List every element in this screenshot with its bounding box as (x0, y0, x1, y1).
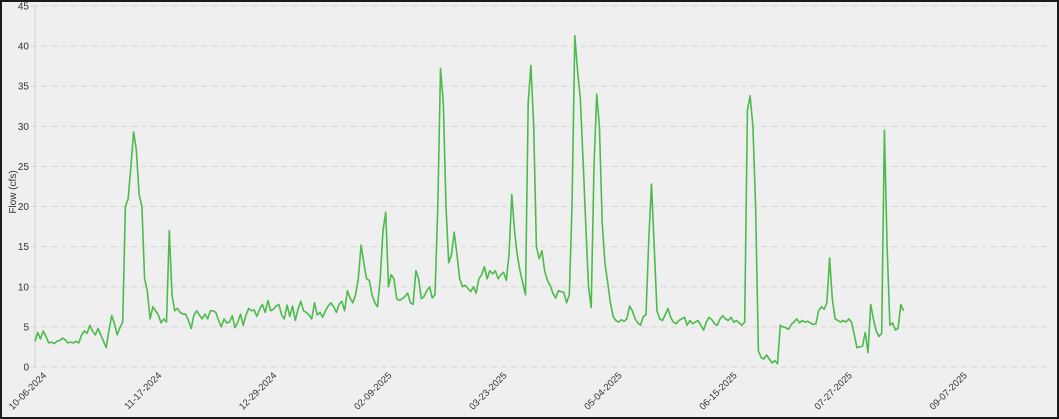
y-tick-label: 0 (23, 363, 29, 374)
x-tick-label: 05-04-2025 (582, 370, 624, 412)
grid-lines (31, 5, 1052, 368)
x-tick-label: 09-07-2025 (928, 370, 970, 412)
y-tick-label: 25 (18, 162, 30, 173)
x-axis: 10-06-2024 11-17-2024 12-29-2024 02-09-2025… (7, 370, 970, 412)
y-tick-label: 15 (18, 242, 30, 253)
y-tick-label: 30 (18, 122, 30, 133)
y-tick-label: 40 (18, 42, 30, 53)
x-tick-label: 03-23-2025 (467, 370, 509, 412)
y-tick-label: 10 (18, 282, 30, 293)
x-tick-label: 11-17-2024 (123, 370, 165, 412)
x-tick-label: 07-27-2025 (813, 370, 855, 412)
x-tick-label: 12-29-2024 (237, 370, 279, 412)
flow-series-line (34, 34, 905, 365)
x-tick-label: 02-09-2025 (352, 370, 394, 412)
y-tick-label: 35 (18, 82, 30, 93)
x-tick-label: 10-06-2024 (7, 370, 49, 412)
y-axis-label: Flow (cfs) (8, 170, 19, 213)
y-tick-label: 45 (18, 2, 30, 13)
y-axis: 0 5 10 15 20 25 30 35 40 45 (18, 2, 36, 374)
y-tick-label: 20 (18, 202, 30, 213)
x-tick-label: 06-15-2025 (697, 370, 739, 412)
y-tick-label: 5 (23, 322, 29, 333)
